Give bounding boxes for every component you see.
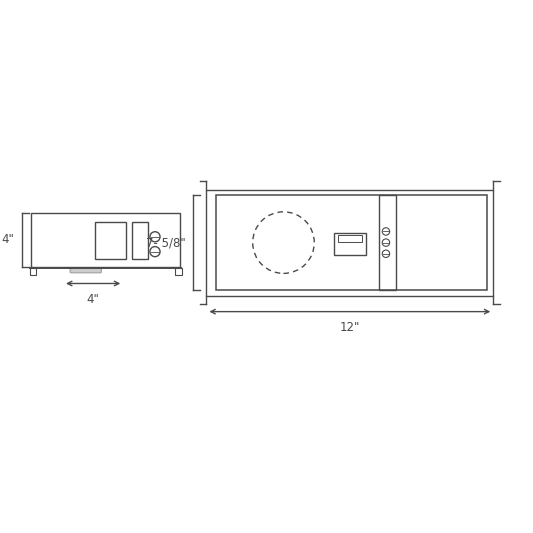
- Bar: [334, 232, 366, 255]
- Text: 4": 4": [2, 233, 14, 246]
- Bar: [175, 268, 182, 275]
- Text: 4": 4": [87, 293, 100, 306]
- Bar: [379, 195, 396, 290]
- Bar: [95, 222, 126, 259]
- Bar: [132, 222, 148, 259]
- Text: 12": 12": [340, 321, 360, 334]
- Bar: [337, 235, 362, 241]
- Bar: [206, 190, 493, 296]
- Bar: [31, 213, 180, 266]
- Bar: [30, 268, 36, 275]
- Text: 7- 5/8": 7- 5/8": [146, 236, 185, 249]
- Bar: [216, 195, 487, 290]
- FancyBboxPatch shape: [70, 268, 101, 273]
